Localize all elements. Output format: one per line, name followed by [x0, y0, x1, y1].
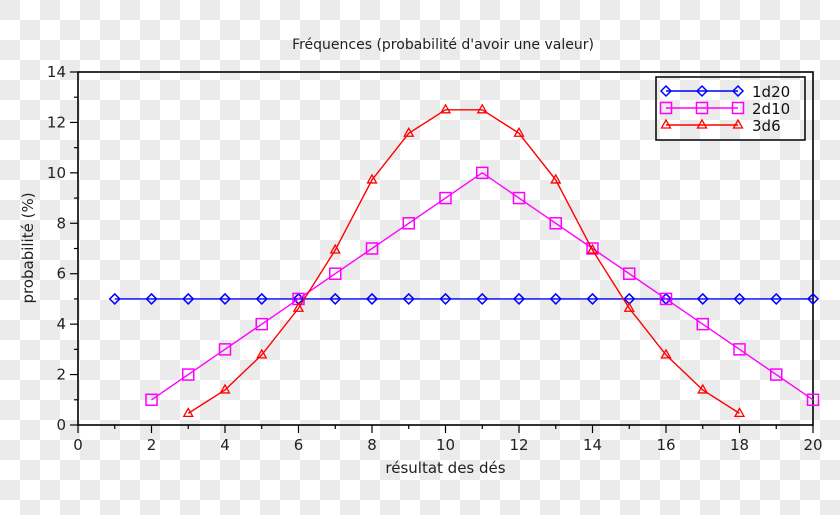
legend-label-2d10: 2d10 — [752, 100, 790, 118]
y-tick-label: 6 — [56, 265, 66, 283]
square-icon — [731, 101, 745, 115]
square-marker-icon — [696, 317, 709, 331]
x-tick-label: 0 — [73, 436, 83, 454]
triangle-icon — [660, 118, 672, 129]
diamond-marker-icon — [733, 292, 746, 305]
square-marker-icon — [255, 317, 268, 331]
diamond-marker-icon — [329, 292, 342, 305]
triangle-marker-icon — [219, 383, 231, 394]
triangle-marker-icon — [366, 173, 378, 184]
triangle-marker-icon — [292, 301, 305, 312]
diamond-marker-icon — [402, 292, 415, 305]
y-tick-label: 8 — [56, 214, 66, 232]
y-tick-label: 4 — [56, 315, 66, 333]
plot-series — [108, 103, 820, 418]
square-marker-icon — [549, 217, 562, 230]
triangle-marker-icon — [623, 301, 635, 312]
legend-label-3d6: 3d6 — [752, 117, 781, 135]
square-marker-icon — [659, 292, 673, 306]
triangle-marker-icon — [329, 243, 341, 254]
diamond-marker-icon — [476, 292, 489, 305]
square-marker-icon — [365, 242, 379, 255]
series-3d6 — [182, 103, 746, 418]
x-tick-label: 10 — [436, 436, 455, 454]
diamond-marker-icon — [182, 292, 195, 305]
series-line — [187, 109, 740, 414]
series-line — [151, 172, 814, 401]
square-marker-icon — [182, 368, 195, 381]
triangle-marker-icon — [403, 126, 415, 137]
diamond-marker-icon — [145, 292, 158, 305]
triangle-icon — [696, 118, 708, 129]
legend-label-1d20: 1d20 — [752, 83, 790, 101]
chart-title: Fréquences (probabilité d'avoir une vale… — [292, 37, 594, 53]
diamond-marker-icon — [218, 292, 232, 305]
x-tick-label: 6 — [294, 436, 304, 454]
y-tick-label: 12 — [47, 113, 66, 131]
triangle-marker-icon — [182, 407, 194, 418]
square-marker-icon — [806, 393, 820, 407]
diamond-marker-icon — [255, 292, 268, 305]
diamond-marker-icon — [512, 292, 526, 305]
triangle-marker-icon — [733, 407, 746, 418]
legend-box — [655, 76, 806, 141]
x-tick-label: 12 — [509, 436, 528, 454]
square-icon — [695, 101, 709, 115]
triangle-marker-icon — [586, 243, 599, 254]
series-2d10 — [145, 166, 820, 407]
triangle-marker-icon — [439, 103, 452, 114]
square-marker-icon — [329, 267, 342, 280]
diamond-marker-icon — [549, 292, 562, 305]
triangle-marker-icon — [256, 348, 268, 359]
diamond-icon — [731, 84, 745, 98]
square-marker-icon — [770, 368, 783, 381]
triangle-marker-icon — [476, 103, 488, 114]
y-tick-label: 10 — [47, 164, 66, 182]
y-tick-label: 2 — [56, 366, 66, 384]
square-icon — [659, 101, 673, 115]
diamond-marker-icon — [770, 292, 783, 305]
x-tick-label: 18 — [730, 436, 749, 454]
y-tick-label: 14 — [47, 63, 66, 81]
square-marker-icon — [733, 343, 746, 356]
axes: 0 2 4 6 8 10 12 14 16 18 20 0 2 4 6 8 10 12 14 — [47, 63, 823, 454]
x-tick-label: 16 — [656, 436, 675, 454]
diamond-marker-icon — [365, 292, 379, 305]
triangle-icon — [732, 118, 744, 129]
diamond-marker-icon — [439, 292, 452, 305]
diamond-icon — [659, 84, 673, 98]
x-tick-label: 20 — [803, 436, 822, 454]
series-1d20 — [108, 292, 820, 305]
x-tick-label: 8 — [367, 436, 377, 454]
diamond-marker-icon — [696, 292, 709, 305]
triangle-marker-icon — [550, 173, 562, 184]
square-marker-icon — [476, 166, 489, 180]
triangle-marker-icon — [513, 126, 525, 137]
square-marker-icon — [218, 343, 232, 356]
x-tick-label: 14 — [583, 436, 602, 454]
triangle-marker-icon — [660, 348, 672, 359]
square-marker-icon — [145, 393, 158, 407]
x-tick-label: 4 — [220, 436, 230, 454]
diamond-marker-icon — [586, 292, 599, 305]
square-marker-icon — [512, 191, 526, 205]
square-marker-icon — [623, 267, 636, 280]
triangle-marker-icon — [697, 383, 709, 394]
y-tick-label: 0 — [56, 416, 66, 434]
square-marker-icon — [402, 217, 415, 230]
diamond-marker-icon — [108, 292, 121, 305]
x-axis-label: résultat des dés — [385, 459, 506, 477]
x-tick-label: 2 — [147, 436, 157, 454]
diamond-marker-icon — [806, 292, 820, 305]
square-marker-icon — [439, 191, 452, 205]
diamond-icon — [695, 84, 709, 98]
square-marker-icon — [586, 242, 599, 255]
